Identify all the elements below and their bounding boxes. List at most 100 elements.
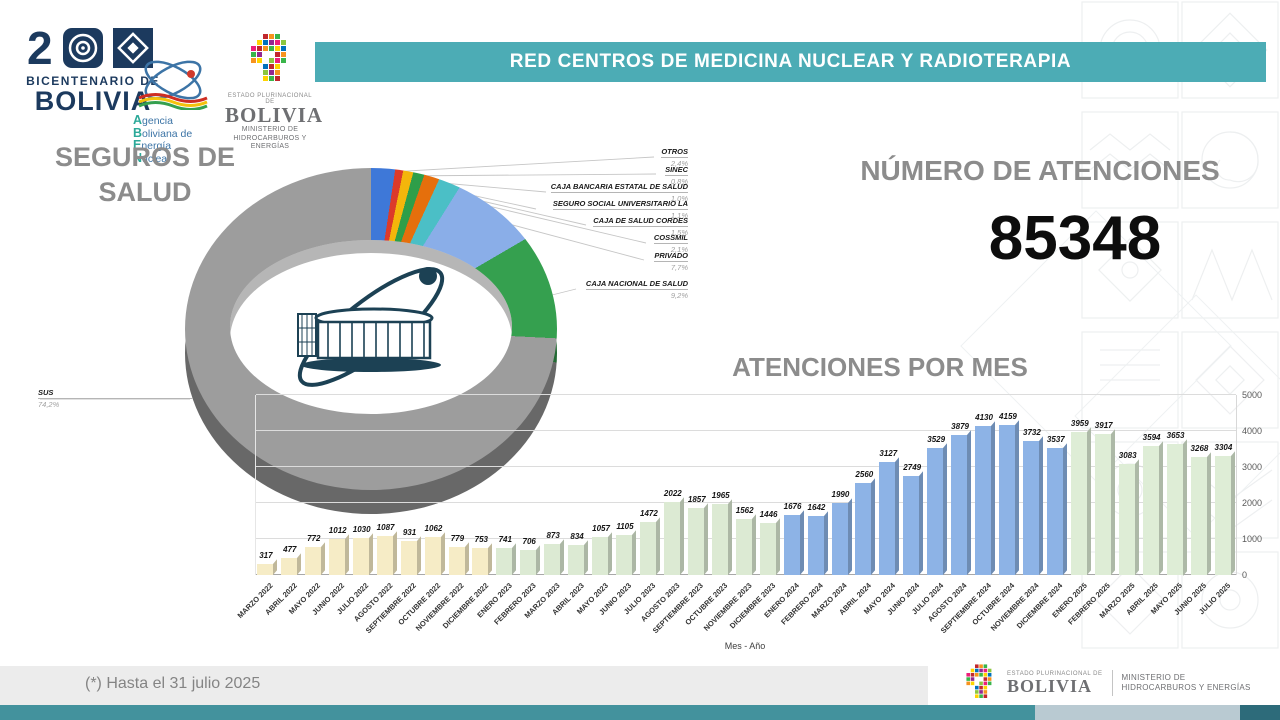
bar-value-label: 1087 (376, 522, 395, 532)
bar-value-label: 1472 (639, 509, 658, 519)
bar-group: 3529 JULIO 2024 (909, 395, 948, 616)
bar-group: 3268 JUNIO 2025 (1172, 395, 1212, 616)
bar-value-label: 4159 (999, 412, 1017, 422)
bar-group: 477 ABRIL 2022 (263, 395, 302, 617)
aben-atom-icon (138, 60, 208, 111)
bar (592, 536, 609, 575)
banner: RED CENTROS DE MEDICINA NUCLEAR Y RADIOT… (315, 42, 1266, 82)
bar (520, 549, 537, 575)
bar-group: 1062 OCTUBRE 2022 (396, 395, 446, 627)
bar (1166, 443, 1183, 575)
bottom-strip-light (1035, 705, 1240, 720)
bar-value-label: 3917 (1094, 421, 1113, 430)
nuclear-medicine-center-emblem-icon (296, 267, 445, 388)
footer-ministerio-block: MINISTERIO DE HIDROCARBUROS Y ENERGÍAS (1122, 673, 1251, 693)
kpi-value: 85348 (988, 204, 1162, 273)
bar-value-label: 779 (450, 533, 465, 543)
y-axis-tick-label: 3000 (1242, 462, 1263, 472)
bar-value-label: 1857 (687, 495, 706, 505)
bar (568, 544, 585, 575)
bar-group: 1012 JUNIO 2022 (310, 395, 350, 617)
bar (879, 462, 896, 575)
bar-value-label: 4130 (975, 413, 993, 423)
bar-group: 1087 AGOSTO 2022 (352, 395, 398, 624)
bar (807, 515, 824, 575)
bicentenario-logo: 2 BICENTENARIO DE BOLIVIA (18, 22, 168, 116)
footer-ramo-label: HIDROCARBUROS Y ENERGÍAS (1121, 682, 1251, 692)
footer-logo-panel: ESTADO PLURINACIONAL DE BOLIVIA MINISTER… (928, 660, 1280, 705)
bar (1214, 456, 1231, 575)
bar-value-label: 1562 (735, 505, 754, 515)
bar-group: 1857 SEPTIEMBRE 2023 (651, 395, 709, 635)
bar-group: 1472 JULIO 2023 (622, 395, 661, 616)
bar-group: 4130 SEPTIEMBRE 2024 (938, 395, 996, 635)
bar (759, 522, 776, 575)
bar-value-label: 1062 (424, 523, 443, 533)
ministerio-estado-label: ESTADO PLURINACIONAL DE (227, 93, 313, 105)
pie-label-caja-bancaria: CAJA BANCARIA ESTATAL DE SALUD 1,0% (550, 182, 688, 203)
bar (616, 535, 633, 575)
bar (352, 537, 369, 575)
bar-value-label: 772 (307, 534, 321, 544)
ministerio-logo: ESTADO PLURINACIONAL DE BOLIVIA MINISTER… (225, 32, 324, 152)
bar-value-label: 3529 (927, 434, 946, 444)
bar-group: 2560 ABRIL 2024 (837, 395, 876, 617)
bar (735, 518, 752, 575)
aben-logo: Agencia Boliviana de Energía Nuclear (133, 58, 213, 165)
footer-bolivia-label: BOLIVIA (1007, 675, 1093, 696)
ministerio-bolivia-label: BOLIVIA (225, 103, 324, 127)
bar-group: 3653 MAYO 2025 (1149, 395, 1188, 617)
bar-group: 1105 JUNIO 2023 (598, 395, 637, 617)
bar-group: 753 DICIEMBRE 2022 (441, 395, 493, 630)
y-axis-tick-label: 2000 (1242, 498, 1263, 508)
bar (328, 538, 345, 575)
bar (927, 447, 944, 575)
bar-group: 834 ABRIL 2023 (550, 395, 589, 617)
bar-value-label: 1105 (616, 522, 634, 532)
donut-hole (229, 240, 513, 415)
footer-estado-label: ESTADO PLURINACIONAL DE (1007, 670, 1103, 677)
bar-group: 3879 AGOSTO 2024 (926, 395, 972, 623)
bar (1190, 457, 1207, 575)
bar (376, 535, 393, 575)
footer-bolivia-block: ESTADO PLURINACIONAL DE BOLIVIA (1007, 671, 1103, 695)
gridline (256, 466, 1236, 467)
bar-value-label: 3732 (1022, 427, 1041, 437)
bar-value-label: 3083 (1118, 451, 1137, 461)
bicentenario-200-icon: 2 (27, 22, 153, 74)
bar-value-label: 3268 (1190, 444, 1209, 454)
y-axis-tick-label: 5000 (1242, 390, 1263, 400)
bar (257, 563, 273, 575)
bar-group: 931 SEPTIEMBRE 2022 (364, 395, 422, 635)
bar-group: 1057 MAYO 2023 (575, 395, 613, 616)
bar-value-label: 1057 (592, 523, 610, 533)
ministerio-sub-label1: MINISTERIO DE (241, 126, 299, 133)
bar-value-label: 834 (570, 531, 584, 541)
bar-value-label: 1642 (807, 502, 826, 512)
bar (472, 547, 489, 575)
bar-value-label: 3127 (879, 449, 898, 459)
bar-group: 3959 ENERO 2025 (1050, 395, 1092, 619)
bolivia-mosaic-cross-icon (966, 663, 992, 698)
pie-label-sus: SUS 74,2% (38, 388, 193, 409)
bicentenario-label-bottom: BOLIVIA (34, 86, 152, 116)
banner-title: RED CENTROS DE MEDICINA NUCLEAR Y RADIOT… (509, 51, 1072, 72)
bolivia-mosaic-cross-icon (251, 34, 286, 81)
bar-group: 1642 FEBRERO 2024 (779, 395, 829, 627)
y-axis-tick-label: 0 (1242, 570, 1248, 580)
bar-group: 3537 DICIEMBRE 2024 (1015, 395, 1068, 631)
bar (999, 425, 1016, 575)
bar (783, 514, 800, 575)
health-insurance-donut-chart (185, 168, 557, 514)
bar (687, 508, 704, 575)
y-axis-tick-label: 1000 (1242, 534, 1263, 544)
bar-group: 1990 MARZO 2024 (810, 395, 853, 620)
bottom-strip-teal (0, 705, 1035, 720)
bar (496, 548, 513, 575)
svg-text:2: 2 (27, 25, 53, 69)
pie-label-sinec: SINEC 0,8% (665, 165, 688, 186)
bar (975, 426, 992, 575)
kpi-label: NÚMERO DE ATENCIONES (860, 155, 1220, 186)
bar-group: 706 FEBRERO 2023 (492, 395, 541, 627)
